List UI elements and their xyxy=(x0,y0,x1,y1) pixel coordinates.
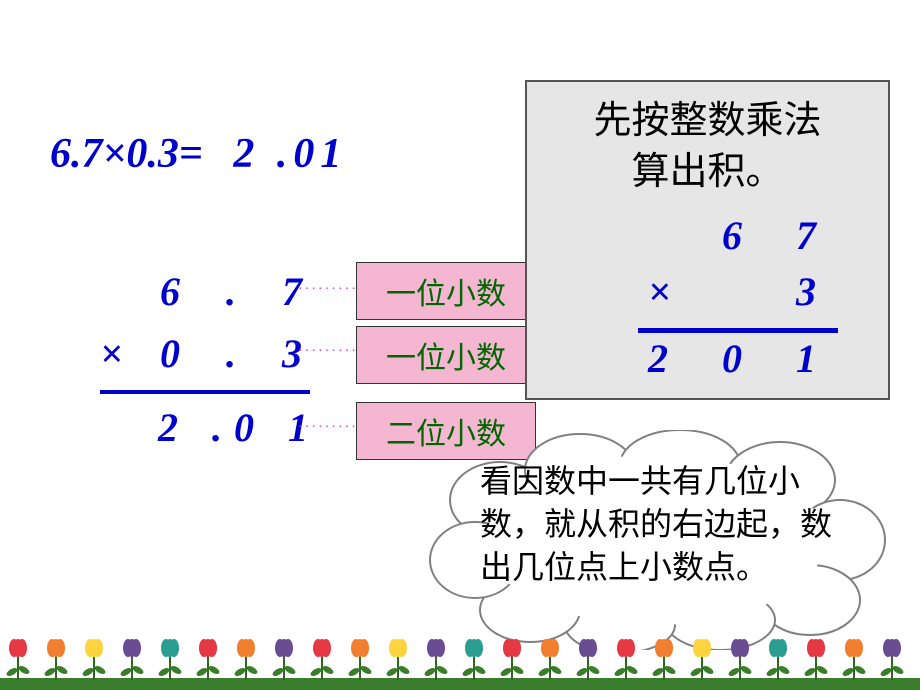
vertical-multiplication-decimal: 6 . 7 ×0 . 3 2 .0 1 xyxy=(100,260,320,458)
label-one-decimal-2: 一位小数 xyxy=(356,326,536,384)
int-row1: 6 7 xyxy=(688,212,838,259)
vmult-line xyxy=(100,390,310,394)
vmult-op: × xyxy=(100,330,140,377)
vmult-row2: 0 . 3 xyxy=(140,330,320,377)
dots-connector: ·········· xyxy=(298,420,365,436)
cloud-callout: 看因数中一共有几位小数，就从积的右边起，数出几位点上小数点。 xyxy=(420,430,890,640)
dots-connector: ·········· xyxy=(298,344,365,360)
vmult-result: 2 .0 1 xyxy=(140,404,320,451)
equation-lhs: 6.7×0.3= xyxy=(50,131,203,177)
int-result: 2 0 1 xyxy=(648,335,838,382)
flower-border xyxy=(0,630,920,690)
equation-line: 6.7×0.3= 2 .01 xyxy=(50,130,347,178)
equation-answer: 2 .01 xyxy=(233,131,347,177)
int-line xyxy=(638,328,838,333)
int-row2: 3 xyxy=(688,268,838,315)
label-one-decimal-1: 一位小数 xyxy=(356,262,536,320)
vmult-row1: 6 . 7 xyxy=(140,268,320,315)
dots-connector: ·········· xyxy=(298,282,365,298)
int-op: × xyxy=(648,268,688,315)
cloud-text: 看因数中一共有几位小数，就从积的右边起，数出几位点上小数点。 xyxy=(480,460,840,590)
integer-multiplication: 6 7 ×3 2 0 1 xyxy=(608,212,838,391)
integer-mult-panel: 先按整数乘法 算出积。 6 7 ×3 2 0 1 xyxy=(525,80,890,400)
panel-heading: 先按整数乘法 算出积。 xyxy=(527,96,888,199)
